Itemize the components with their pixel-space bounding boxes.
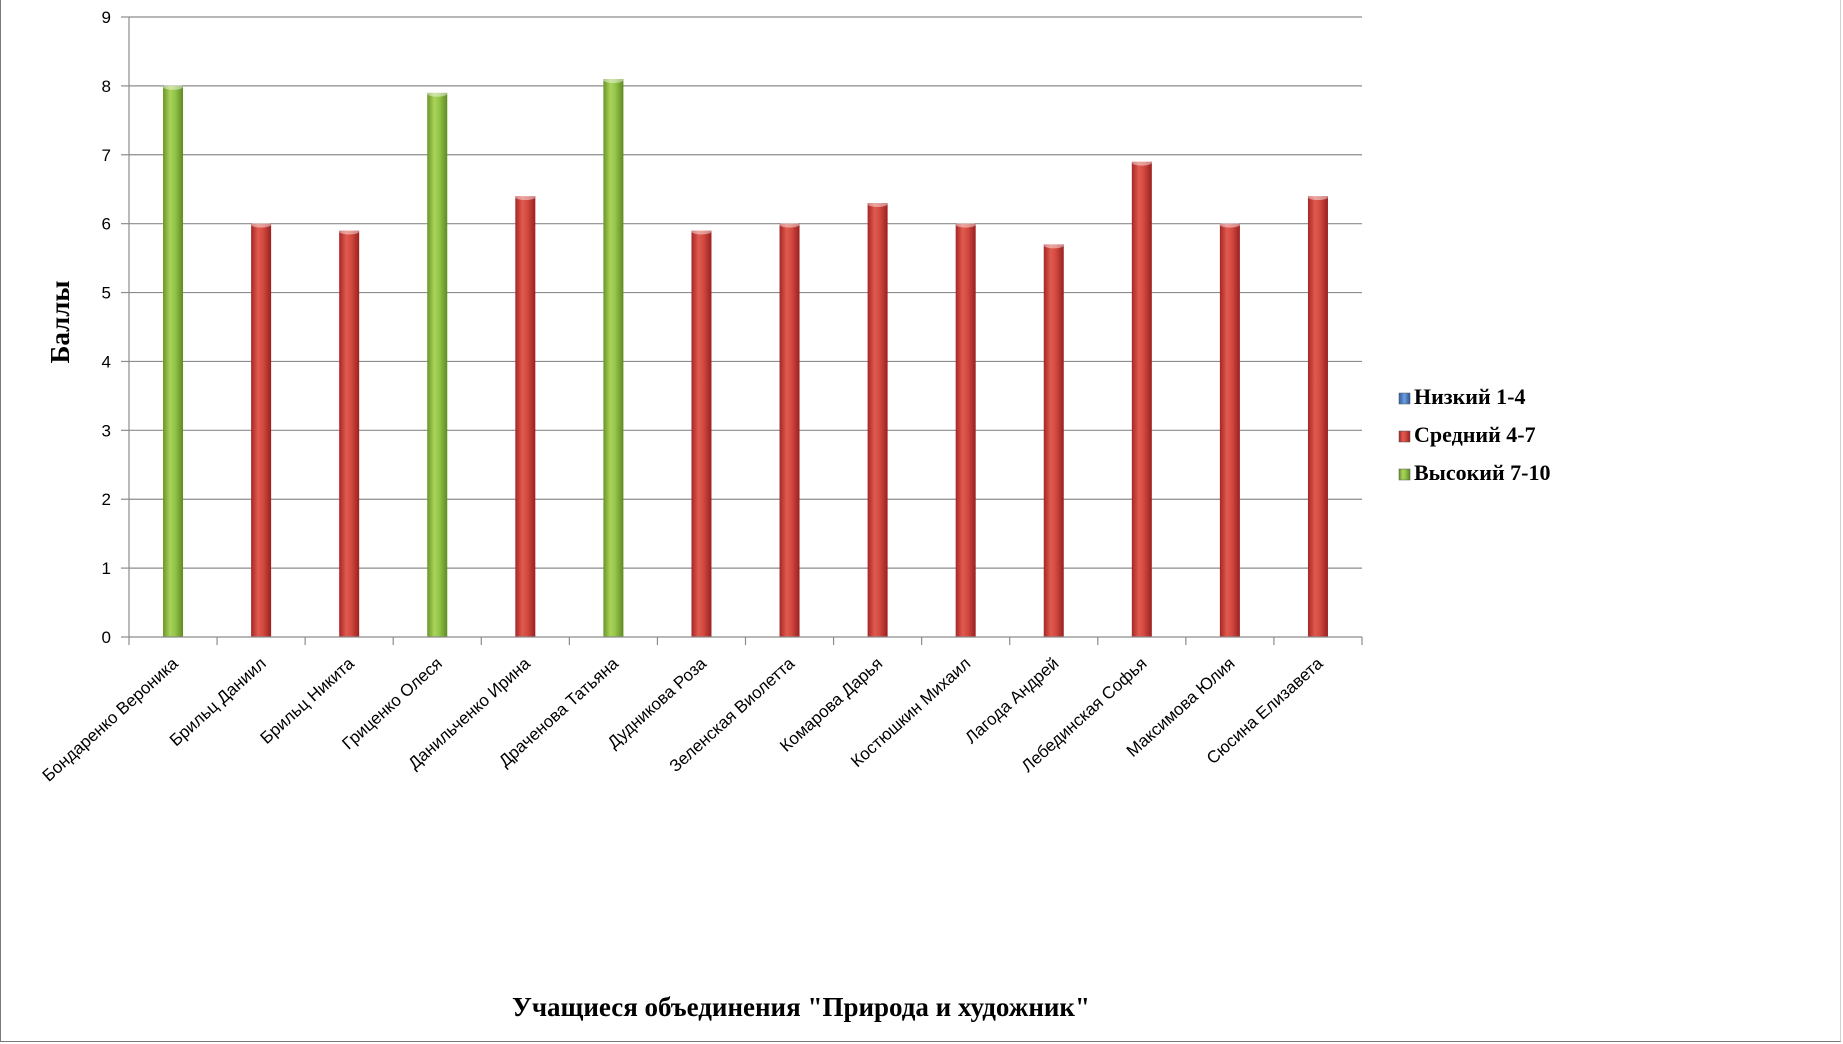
- bar-cap: [779, 221, 800, 228]
- bar-cap: [163, 83, 184, 90]
- bar-cap: [1131, 159, 1152, 166]
- bar: [339, 228, 360, 638]
- bar-body: [1307, 196, 1328, 637]
- bar-body: [1043, 244, 1064, 638]
- bar: [603, 77, 624, 637]
- bar: [251, 221, 272, 637]
- x-tick-label: Брильц Никита: [257, 653, 359, 747]
- x-tick-label: Лагода Андрей: [962, 654, 1063, 748]
- legend-label: Высокий 7-10: [1414, 460, 1550, 485]
- bar-body: [1219, 223, 1240, 637]
- y-tick-label: 8: [102, 77, 111, 96]
- bar: [515, 194, 536, 637]
- bar-body: [427, 92, 448, 638]
- bar-cap: [603, 77, 624, 83]
- y-axis-title: Баллы: [45, 281, 75, 364]
- bar: [867, 201, 888, 637]
- bar-cap: [1307, 194, 1328, 201]
- bar: [1043, 242, 1064, 638]
- bar-cap: [251, 221, 272, 228]
- x-tick-label: Бондаренко Вероника: [39, 653, 182, 785]
- bar-cap: [1219, 221, 1240, 228]
- legend-swatch: [1398, 392, 1411, 405]
- y-tick-label: 2: [102, 490, 111, 509]
- y-tick-label: 1: [102, 559, 111, 578]
- bars: [163, 77, 1328, 638]
- axes: [121, 16, 1363, 645]
- y-tick-label: 6: [102, 215, 111, 234]
- bar-cap: [955, 221, 976, 228]
- bar-cap: [867, 201, 888, 207]
- bar-body: [1131, 161, 1152, 637]
- bar-cap: [1043, 242, 1064, 249]
- x-axis-title: Учащиеся объединения "Природа и художник…: [512, 992, 1090, 1022]
- y-tick-label: 0: [102, 628, 111, 647]
- y-tick-label: 9: [102, 8, 111, 27]
- bar: [427, 90, 448, 638]
- bar-body: [955, 223, 976, 637]
- bar-body: [691, 230, 712, 638]
- bar-cap: [339, 228, 360, 235]
- bar-cap: [691, 228, 712, 235]
- bar: [955, 221, 976, 637]
- legend-label: Низкий 1-4: [1414, 384, 1525, 409]
- bar-body: [603, 79, 624, 637]
- legend-swatch: [1398, 430, 1411, 443]
- bar: [1219, 221, 1240, 637]
- y-tick-label: 7: [102, 146, 111, 165]
- y-tick-label: 4: [102, 352, 111, 371]
- y-tick-labels: 0 1 2 3 4 5 6 7 8 9: [102, 8, 111, 647]
- bar: [779, 221, 800, 637]
- bar: [1307, 194, 1328, 637]
- bar: [163, 83, 184, 637]
- legend: Низкий 1-4 Средний 4-7 Высокий 7-10: [1398, 384, 1550, 485]
- bar-cap: [427, 90, 448, 97]
- bar-body: [339, 230, 360, 638]
- bar: [1131, 159, 1152, 637]
- x-tick-label: Брильц Даниил: [166, 654, 270, 750]
- gridlines: [129, 16, 1362, 569]
- bar-body: [163, 85, 184, 637]
- bar-body: [515, 196, 536, 637]
- legend-label: Средний 4-7: [1414, 422, 1536, 447]
- bar: [691, 228, 712, 638]
- bar-body: [251, 223, 272, 637]
- legend-swatch: [1398, 468, 1411, 481]
- bar-cap: [515, 194, 536, 201]
- y-tick-label: 5: [102, 284, 111, 303]
- y-tick-label: 3: [102, 421, 111, 440]
- bar-body: [779, 223, 800, 637]
- bar-body: [867, 203, 888, 637]
